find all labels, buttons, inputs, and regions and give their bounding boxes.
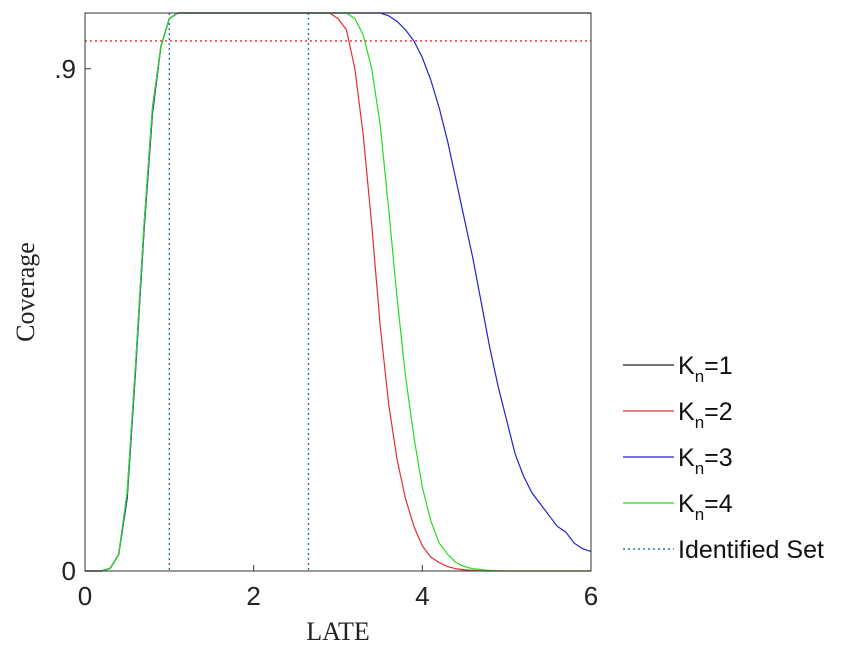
plot-frame xyxy=(84,12,592,572)
x-axis-title: LATE xyxy=(306,617,370,646)
y-axis-title: Coverage xyxy=(11,242,40,342)
legend-label: Kn=4 xyxy=(678,490,733,524)
series-line-k2 xyxy=(85,12,591,572)
x-tick-label: 4 xyxy=(415,581,429,611)
series-line-k1 xyxy=(85,12,591,572)
legend-label: Kn=3 xyxy=(678,444,733,478)
series-line-k3 xyxy=(85,12,592,572)
legend: Kn=1 Kn=2 Kn=3 Kn=4 Identified Set xyxy=(623,352,824,564)
x-tick-label: 6 xyxy=(584,581,598,611)
y-tick-label: .9 xyxy=(54,54,76,84)
legend-label: Identified Set xyxy=(678,536,824,564)
legend-label: Kn=1 xyxy=(678,352,733,386)
x-tick-label: 2 xyxy=(246,581,260,611)
y-tick-label: 0 xyxy=(62,556,76,586)
x-tick-label: 0 xyxy=(78,581,92,611)
series-line-k4 xyxy=(85,12,591,572)
legend-label: Kn=2 xyxy=(678,398,733,432)
plot-area xyxy=(85,12,592,572)
x-axis-ticks: 0 2 4 6 xyxy=(78,565,598,611)
y-axis-ticks: 0.9 xyxy=(54,54,91,586)
